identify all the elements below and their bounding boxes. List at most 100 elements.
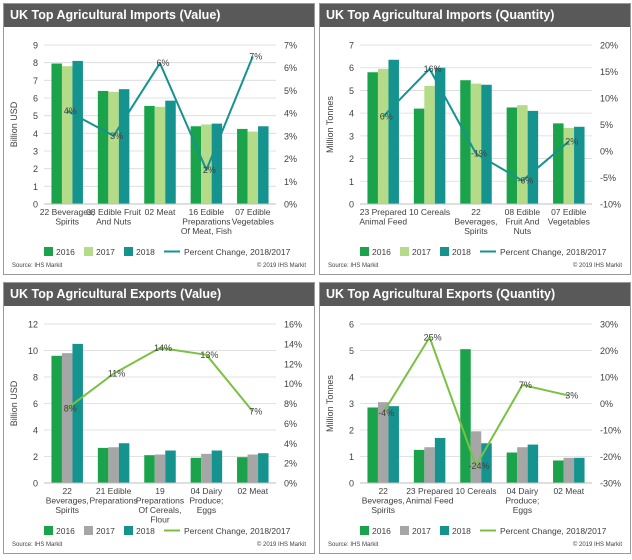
legend-swatch-2016 [44,247,53,256]
bar-2018 [258,126,269,204]
legend-swatch-2018 [440,526,449,535]
y-tick-label: 4 [349,373,354,383]
percent-change-data-label: -24% [468,461,489,471]
percent-change-data-label: 25% [424,332,442,342]
bar-2016 [144,105,155,204]
bar-2016 [553,123,564,204]
x-tick-label: 22 [378,486,388,496]
bar-2018 [72,60,83,205]
bar-2017 [201,124,212,204]
percent-change-data-label: 7% [249,406,262,416]
y-tick-label: 2 [349,154,354,164]
legend-label: 2016 [56,526,75,536]
bar-2017 [470,431,482,483]
y-tick-label: 6 [33,94,38,104]
y-tick-label: 6 [349,63,354,73]
bar-2018 [527,444,539,483]
y-tick-label: 4 [33,426,38,436]
x-tick-label: Spirits [371,505,395,515]
percent-change-data-label: 7% [519,380,532,390]
chart-panel-imports-quantity: UK Top Agricultural Imports (Quantity) 0… [319,3,631,275]
y2-tick-label: 8% [284,399,297,409]
percent-change-data-label: -6% [517,176,533,186]
y-tick-label: 10 [28,346,38,356]
legend-label: 2016 [372,247,391,257]
bar-2018 [574,457,585,483]
bar-2018 [527,110,539,204]
legend-swatch-2016 [360,247,369,256]
y-tick-label: 4 [349,109,354,119]
legend-label: 2018 [136,247,155,257]
bar-2018 [165,450,176,483]
x-tick-label: And Nuts [96,217,131,227]
x-tick-label: Spirits [464,226,488,236]
y2-tick-label: 0% [600,399,613,409]
percent-change-data-label: 13% [200,350,218,360]
chart-exports-quantity: 0 1 2 3 4 5 6 -30% -20% -10% 0% 10% 20% 30% Million To… [325,320,622,549]
bar-2016 [506,452,518,483]
y2-tick-label: -20% [600,452,621,462]
y-axis-title: Billion USD [9,380,19,426]
bar-2016 [144,455,155,483]
bar-2017 [108,447,119,483]
bar-2016 [237,457,248,483]
x-tick-label: Fruit And [505,217,539,227]
bar-2017 [61,66,73,204]
percent-change-line [382,336,570,467]
y-axis-title: Billion USD [9,101,19,147]
copyright-note: © 2019 IHS Markit [573,541,622,548]
bar-2018 [118,89,130,204]
legend-label: 2018 [452,247,471,257]
bar-2016 [190,457,202,483]
bar-2018 [118,443,130,483]
y2-tick-label: 1% [284,177,297,187]
copyright-note: © 2019 IHS Markit [257,541,306,548]
y2-tick-label: 0% [600,147,613,157]
bar-2017 [563,457,575,483]
y-tick-label: 5 [349,346,354,356]
x-tick-label: Spirits [55,217,79,227]
x-tick-label: 19 [155,486,165,496]
x-tick-label: 23 Prepared [406,486,453,496]
bar-2018 [388,406,399,483]
legend-label: 2017 [412,526,431,536]
bar-2016 [97,90,109,204]
legend-label: 2016 [372,526,391,536]
y2-tick-label: 6% [284,419,297,429]
y-axis-title: Million Tonnes [325,375,335,432]
y-tick-label: 3 [349,399,354,409]
chart-imports-quantity: 0 1 2 3 4 5 6 7 -10% -5% 0% 5% 10% 15% 20% Million Tonn… [325,41,622,270]
y-tick-label: 2 [33,164,38,174]
x-tick-label: Eggs [513,505,532,515]
bar-2016 [413,449,425,483]
percent-change-data-label: -4% [378,408,394,418]
x-tick-label: Of Meat, Fish [181,226,232,236]
bar-2018 [388,59,399,205]
bar-2018 [481,443,492,483]
percent-change-line [66,55,254,171]
legend-label: Percent Change, 2018/2017 [184,247,291,257]
x-tick-label: Vegetables [548,217,590,227]
chart-title: UK Top Agricultural Exports (Quantity) [320,283,630,306]
y2-tick-label: -5% [600,173,616,183]
y2-tick-label: 2% [284,459,297,469]
source-note: Source: IHS Markit [328,542,379,548]
bar-2017 [377,68,389,204]
y2-tick-label: 5% [600,120,613,130]
y2-tick-label: 15% [600,67,618,77]
bar-2017 [154,106,166,204]
y2-tick-label: 20% [600,346,618,356]
y2-tick-label: -10% [600,426,621,436]
chart-title: UK Top Agricultural Exports (Value) [4,283,314,306]
bar-2018 [211,450,223,483]
percent-change-line [382,67,570,182]
legend-label: 2017 [412,247,431,257]
bar-2017 [61,353,73,483]
bar-2018 [481,84,492,204]
y-tick-label: 1 [349,177,354,187]
y2-tick-label: 4% [284,109,297,119]
y-axis-title: Million Tonnes [325,96,335,153]
x-tick-label: Animal Feed [359,217,407,227]
legend-label: 2018 [136,526,155,536]
y-tick-label: 7 [33,76,38,86]
